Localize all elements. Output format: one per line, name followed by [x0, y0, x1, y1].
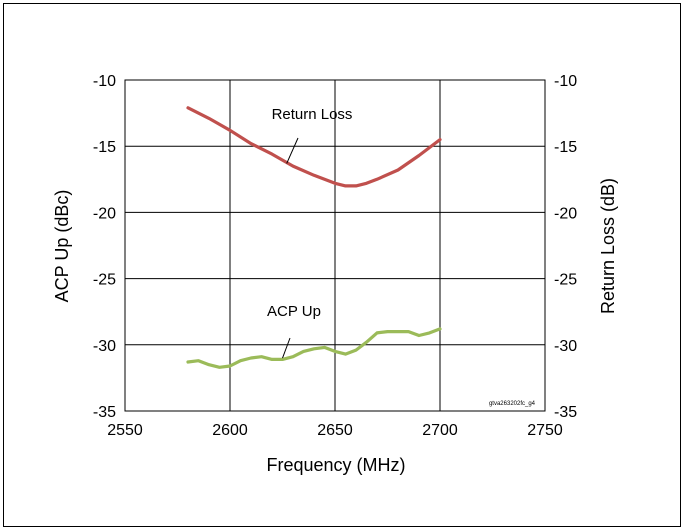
acp-up-leader-line — [282, 337, 291, 359]
acp-up-annotation: ACP Up — [267, 303, 321, 320]
x-tick-label: 2550 — [107, 422, 143, 439]
acp-up-line — [186, 327, 442, 369]
return-loss-annotation: Return Loss — [272, 106, 353, 123]
return-loss-line — [186, 106, 442, 188]
y2-tick-label: -20 — [554, 205, 577, 222]
y2-tick-label: -25 — [554, 272, 577, 289]
y2-tick-label: -15 — [554, 139, 577, 156]
return-loss-leader-line — [286, 137, 299, 164]
y2-tick-label: -30 — [554, 338, 577, 355]
x-axis-title: Frequency (MHz) — [266, 455, 405, 475]
y-axis-title: ACP Up (dBc) — [52, 190, 72, 303]
y-tick-label: -35 — [93, 404, 116, 421]
figure-code: gtva263202fc_g4 — [489, 401, 536, 407]
series-layer — [186, 106, 442, 369]
plot-area — [124, 79, 546, 412]
y2-axis-title: Return Loss (dB) — [598, 178, 618, 314]
y-tick-label: -30 — [93, 338, 116, 355]
axes: 2550 2600 2650 2700 2750 -10 -15 -20 -25 -30 -35 -1… — [93, 73, 577, 439]
x-tick-label: 2750 — [527, 422, 563, 439]
x-tick-label: 2600 — [212, 422, 248, 439]
y-tick-label: -25 — [93, 272, 116, 289]
y2-tick-label: -10 — [554, 73, 577, 90]
y2-tick-label: -35 — [554, 404, 577, 421]
y-tick-label: -10 — [93, 73, 116, 90]
x-tick-label: 2650 — [317, 422, 353, 439]
chart-frame — [3, 3, 681, 527]
y-tick-label: -20 — [93, 205, 116, 222]
x-tick-label: 2700 — [422, 422, 458, 439]
annotations: Return Loss ACP Up — [267, 106, 353, 359]
y-tick-label: -15 — [93, 139, 116, 156]
